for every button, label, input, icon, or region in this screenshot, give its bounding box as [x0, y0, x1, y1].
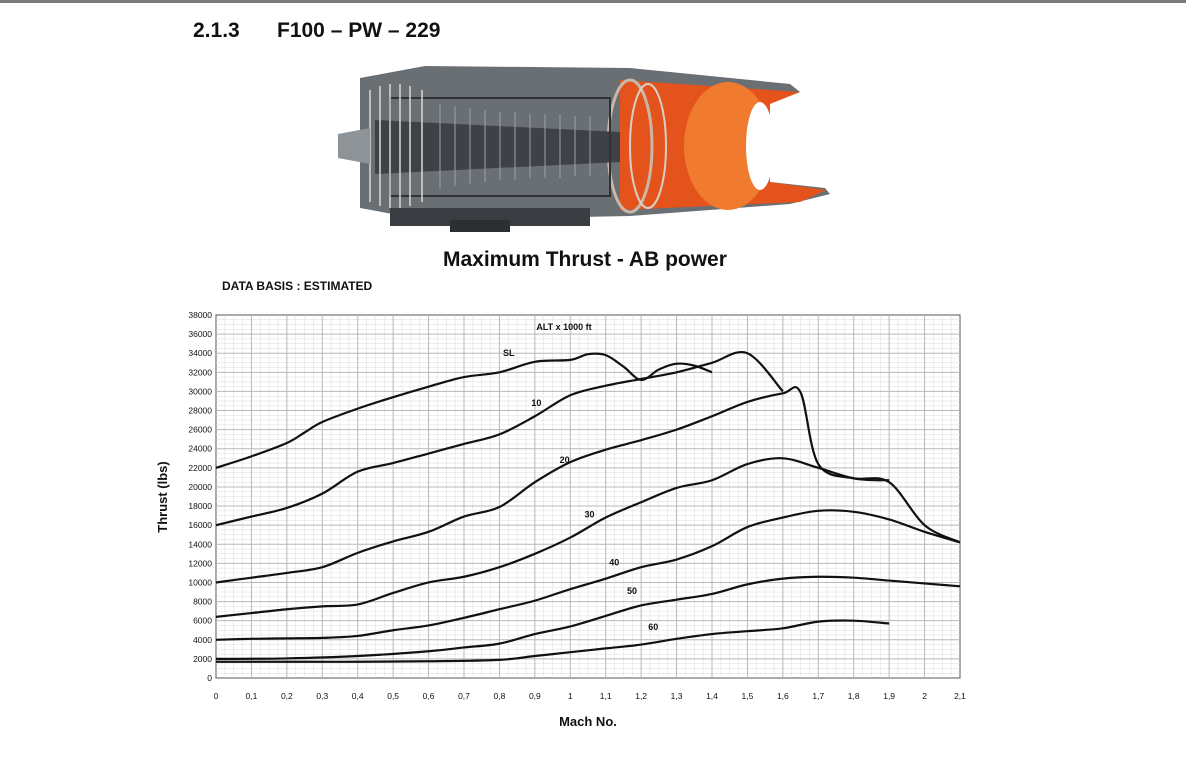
x-tick-label: 1,1 — [600, 691, 612, 701]
y-axis-label: Thrust (lbs) — [155, 461, 170, 533]
y-tick-label: 28000 — [188, 406, 212, 416]
y-tick-label: 10000 — [188, 577, 212, 587]
curve-alt-30 — [215, 457, 961, 618]
x-tick-label: 0,1 — [246, 691, 258, 701]
major-grid — [216, 315, 960, 678]
y-tick-label: 38000 — [188, 310, 212, 320]
curve-label-60: 60 — [648, 622, 658, 632]
section-heading: 2.1.3 F100 – PW – 229 — [193, 19, 440, 43]
curve-alt-20 — [215, 385, 890, 584]
x-tick-label: 1,7 — [812, 691, 824, 701]
curve-label-SL: SL — [503, 348, 515, 358]
x-tick-label: 0,4 — [352, 691, 364, 701]
x-tick-label: 0 — [214, 691, 219, 701]
y-tick-label: 18000 — [188, 501, 212, 511]
x-tick-label: 0,6 — [423, 691, 435, 701]
y-tick-label: 26000 — [188, 425, 212, 435]
x-tick-label: 1,8 — [848, 691, 860, 701]
curve-label-30: 30 — [584, 510, 594, 520]
curve-alt-SL — [215, 352, 713, 469]
x-tick-label: 0,2 — [281, 691, 293, 701]
x-tick-label: 0,9 — [529, 691, 541, 701]
curve-alt-10 — [215, 351, 784, 527]
x-tick-label: 1,2 — [635, 691, 647, 701]
curve-alt-60 — [216, 619, 890, 663]
y-tick-label: 32000 — [188, 367, 212, 377]
x-tick-label: 1,6 — [777, 691, 789, 701]
x-axis-label: Mach No. — [559, 714, 617, 729]
x-tick-label: 0,8 — [494, 691, 506, 701]
x-tick-label: 2 — [922, 691, 927, 701]
y-tick-label: 6000 — [193, 616, 212, 626]
y-tick-label: 4000 — [193, 635, 212, 645]
x-tick-label: 0,3 — [316, 691, 328, 701]
y-tick-label: 30000 — [188, 386, 212, 396]
y-tick-label: 2000 — [193, 654, 212, 664]
y-tick-label: 36000 — [188, 329, 212, 339]
minor-grid — [216, 315, 960, 678]
data-basis-note: DATA BASIS : ESTIMATED — [222, 279, 373, 293]
top-rule — [0, 0, 1186, 3]
x-tick-label: 2,1 — [954, 691, 966, 701]
thrust-curves — [215, 351, 961, 663]
y-tick-label: 34000 — [188, 348, 212, 358]
x-tick-label: 0,5 — [387, 691, 399, 701]
chart-title: Maximum Thrust - AB power — [443, 248, 727, 271]
x-tick-label: 1 — [568, 691, 573, 701]
y-tick-label: 0 — [207, 673, 212, 683]
y-tick-label: 22000 — [188, 463, 212, 473]
y-tick-label: 8000 — [193, 597, 212, 607]
y-tick-label: 16000 — [188, 520, 212, 530]
curve-label-50: 50 — [627, 586, 637, 596]
x-tick-labels: 0 0,1 0,2 0,3 0,4 0,5 0,6 0,7 0,8 0,9 1 1,1 1,2 1,3 1,… — [214, 691, 967, 701]
altitude-labels: SL 10 20 30 40 50 60 — [503, 348, 658, 632]
y-tick-label: 24000 — [188, 444, 212, 454]
curve-label-20: 20 — [560, 455, 570, 465]
x-tick-label: 1,9 — [883, 691, 895, 701]
section-number: 2.1.3 — [193, 19, 240, 42]
y-tick-label: 14000 — [188, 539, 212, 549]
curve-alt-40 — [215, 509, 961, 641]
y-tick-label: 12000 — [188, 558, 212, 568]
section-title: F100 – PW – 229 — [277, 19, 441, 42]
curve-label-40: 40 — [609, 557, 619, 567]
x-tick-label: 1,5 — [742, 691, 754, 701]
engine-illustration — [338, 66, 830, 232]
x-tick-label: 1,4 — [706, 691, 718, 701]
y-tick-label: 20000 — [188, 482, 212, 492]
curve-alt-50 — [215, 575, 961, 660]
y-tick-labels: 0 2000 4000 6000 8000 10000 12000 14000 16000 180… — [188, 310, 212, 683]
x-tick-label: 0,7 — [458, 691, 470, 701]
curve-label-10: 10 — [531, 398, 541, 408]
x-tick-label: 1,3 — [671, 691, 683, 701]
legend-title: ALT x 1000 ft — [536, 322, 591, 332]
thrust-chart: 0 2000 4000 6000 8000 10000 12000 14000 16000 180… — [155, 310, 967, 729]
